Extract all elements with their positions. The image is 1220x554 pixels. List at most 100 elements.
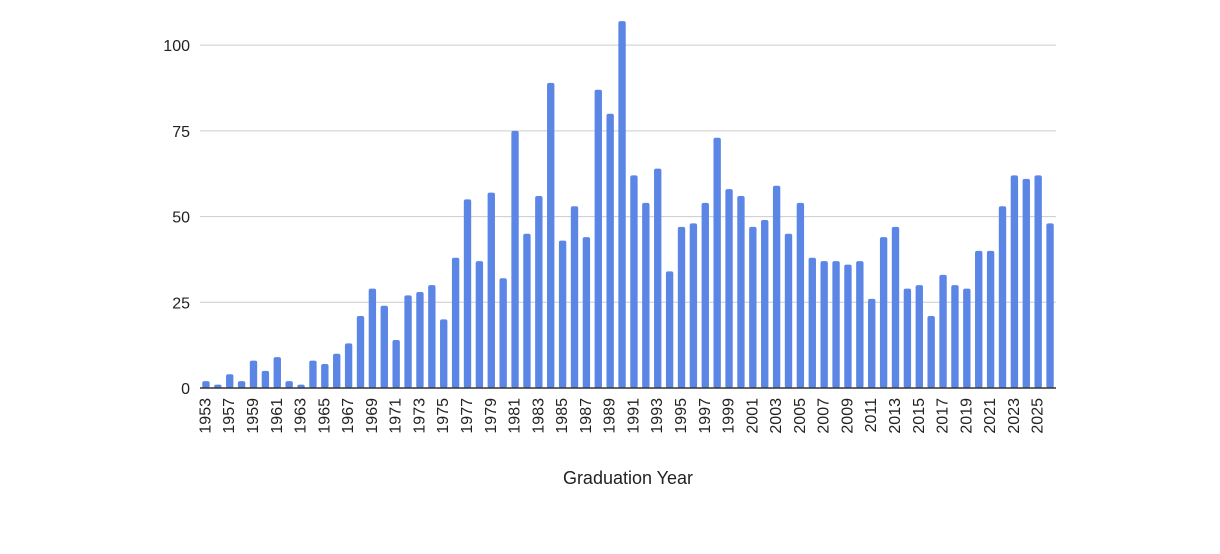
x-tick-label: 1957: [221, 398, 238, 434]
gridlines: [200, 44, 1056, 303]
bar-2012: [879, 237, 888, 388]
x-tick-label: 1953: [197, 398, 214, 434]
bar-2020: [975, 250, 983, 388]
bar-1971: [392, 340, 400, 388]
x-tick-label: 2021: [982, 398, 999, 434]
bar-1960: [261, 370, 270, 388]
bar-2024: [1022, 178, 1030, 388]
x-tick-label: 2009: [839, 398, 856, 434]
bar-2010: [856, 261, 864, 388]
bar-1991: [630, 175, 638, 388]
x-tick-label: 2025: [1030, 398, 1047, 434]
bar-1955: [214, 384, 222, 388]
bar-2000: [737, 196, 745, 388]
bar-2023: [1010, 175, 1019, 388]
x-tick-label: 2011: [863, 398, 880, 433]
bar-1975: [440, 319, 448, 388]
bar-2018: [951, 285, 959, 388]
bar-1983: [535, 196, 543, 388]
x-tick-label: 2019: [958, 398, 975, 434]
bar-2004: [784, 233, 793, 388]
bar-2025: [1034, 175, 1042, 388]
bar-2008: [832, 261, 840, 388]
bar-1969: [368, 288, 377, 388]
bar-1962: [285, 381, 293, 388]
x-tick-label: 2023: [1006, 398, 1023, 434]
bar-1972: [404, 295, 412, 388]
bar-1998: [713, 137, 721, 388]
bar-2022: [998, 206, 1007, 388]
bar-2021: [986, 250, 995, 388]
bar-2011: [868, 298, 876, 388]
bar-2026: [1046, 223, 1054, 388]
bar-2009: [844, 264, 852, 388]
bar-1977: [463, 199, 472, 388]
x-tick-label: 1967: [340, 398, 357, 434]
bar-1966: [333, 353, 341, 388]
bar-1958: [237, 381, 246, 388]
y-tick-label: 100: [163, 38, 190, 55]
bar-2002: [761, 220, 769, 388]
bar-1984: [547, 82, 555, 388]
bar-1995: [677, 226, 686, 388]
x-tick-label: 2003: [768, 398, 785, 434]
x-tick-labels: 1953 1957 1959 1961 1963 1965 1967 1969 1971 1973…: [197, 398, 1046, 434]
x-tick-label: 1995: [673, 398, 690, 434]
bar-1978: [475, 261, 484, 388]
x-tick-label: 1977: [459, 398, 476, 434]
bar-1961: [273, 357, 281, 388]
x-tick-label: 1999: [721, 398, 738, 434]
bar-1979: [487, 192, 495, 388]
bar-2003: [772, 185, 781, 388]
y-tick-label: 0: [181, 381, 190, 398]
x-tick-label: 1985: [554, 398, 571, 434]
x-tick-label: 1991: [625, 398, 642, 434]
bar-1957: [226, 374, 234, 388]
x-tick-label: 2007: [816, 398, 833, 434]
bar-1992: [642, 202, 650, 388]
x-tick-label: 2017: [935, 398, 952, 434]
x-tick-label: 2001: [744, 398, 761, 434]
bar-2007: [820, 261, 828, 388]
x-tick-label: 2005: [792, 398, 809, 434]
x-axis-title: Graduation Year: [563, 468, 693, 488]
x-tick-label: 1979: [483, 398, 500, 434]
x-tick-label: 1975: [435, 398, 452, 434]
bar-2017: [939, 274, 947, 388]
x-tick-label: 2013: [887, 398, 904, 434]
bar-1994: [665, 271, 674, 388]
bar-1976: [451, 257, 460, 388]
x-tick-label: 1993: [649, 398, 666, 434]
x-tick-label: 1973: [411, 398, 428, 434]
bar-1988: [594, 89, 602, 388]
x-tick-label: 1983: [530, 398, 547, 434]
bar-1987: [582, 237, 591, 388]
bar-1989: [606, 113, 614, 388]
bar-2016: [927, 316, 935, 388]
x-tick-label: 1989: [602, 398, 619, 434]
x-tick-label: 1959: [245, 398, 262, 434]
bar-1999: [725, 189, 733, 388]
bar-1990: [618, 21, 626, 389]
bars: [202, 21, 1054, 389]
bar-1953: [202, 381, 210, 388]
bar-1996: [689, 223, 698, 388]
x-tick-label: 1965: [316, 398, 333, 434]
bar-1963: [297, 384, 305, 388]
bar-2005: [796, 202, 805, 388]
y-tick-label: 75: [172, 124, 190, 141]
bar-1965: [321, 364, 329, 388]
bar-1964: [309, 360, 317, 388]
bar-1973: [416, 292, 424, 388]
x-tick-label: 1969: [364, 398, 381, 434]
bar-2001: [749, 226, 757, 388]
bar-1968: [356, 316, 365, 388]
x-tick-label: 1971: [388, 398, 405, 434]
bar-1959: [249, 360, 258, 388]
bar-1974: [428, 285, 436, 388]
bar-2014: [903, 288, 912, 388]
x-tick-label: 1963: [293, 398, 310, 434]
bar-1980: [499, 278, 507, 388]
